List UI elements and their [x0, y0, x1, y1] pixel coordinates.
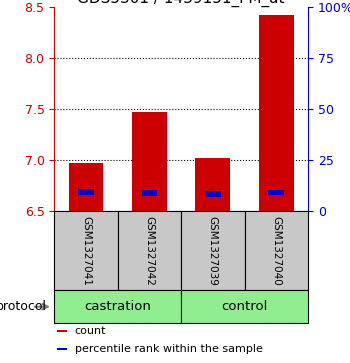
Bar — [181, 211, 245, 290]
Bar — [141, 190, 157, 196]
Bar — [245, 211, 308, 290]
Text: protocol: protocol — [0, 300, 47, 313]
Bar — [268, 189, 284, 195]
Bar — [118, 211, 181, 290]
Text: GSM1327040: GSM1327040 — [271, 216, 281, 285]
Text: GSM1327041: GSM1327041 — [81, 216, 91, 285]
Text: percentile rank within the sample: percentile rank within the sample — [75, 344, 262, 354]
Text: count: count — [75, 326, 106, 336]
Bar — [205, 191, 221, 196]
Bar — [259, 15, 294, 211]
Bar — [78, 189, 94, 195]
Bar — [54, 211, 118, 290]
Bar — [69, 163, 103, 211]
Text: GSM1327039: GSM1327039 — [208, 216, 218, 285]
Bar — [57, 330, 67, 333]
Bar — [54, 290, 181, 323]
Bar — [195, 158, 230, 211]
Text: control: control — [221, 300, 268, 313]
Text: castration: castration — [84, 300, 151, 313]
Text: GSM1327042: GSM1327042 — [145, 216, 154, 285]
Bar — [181, 290, 308, 323]
Bar — [132, 112, 167, 211]
Title: GDS5301 / 1439151_PM_at: GDS5301 / 1439151_PM_at — [77, 0, 285, 7]
Bar — [57, 348, 67, 351]
